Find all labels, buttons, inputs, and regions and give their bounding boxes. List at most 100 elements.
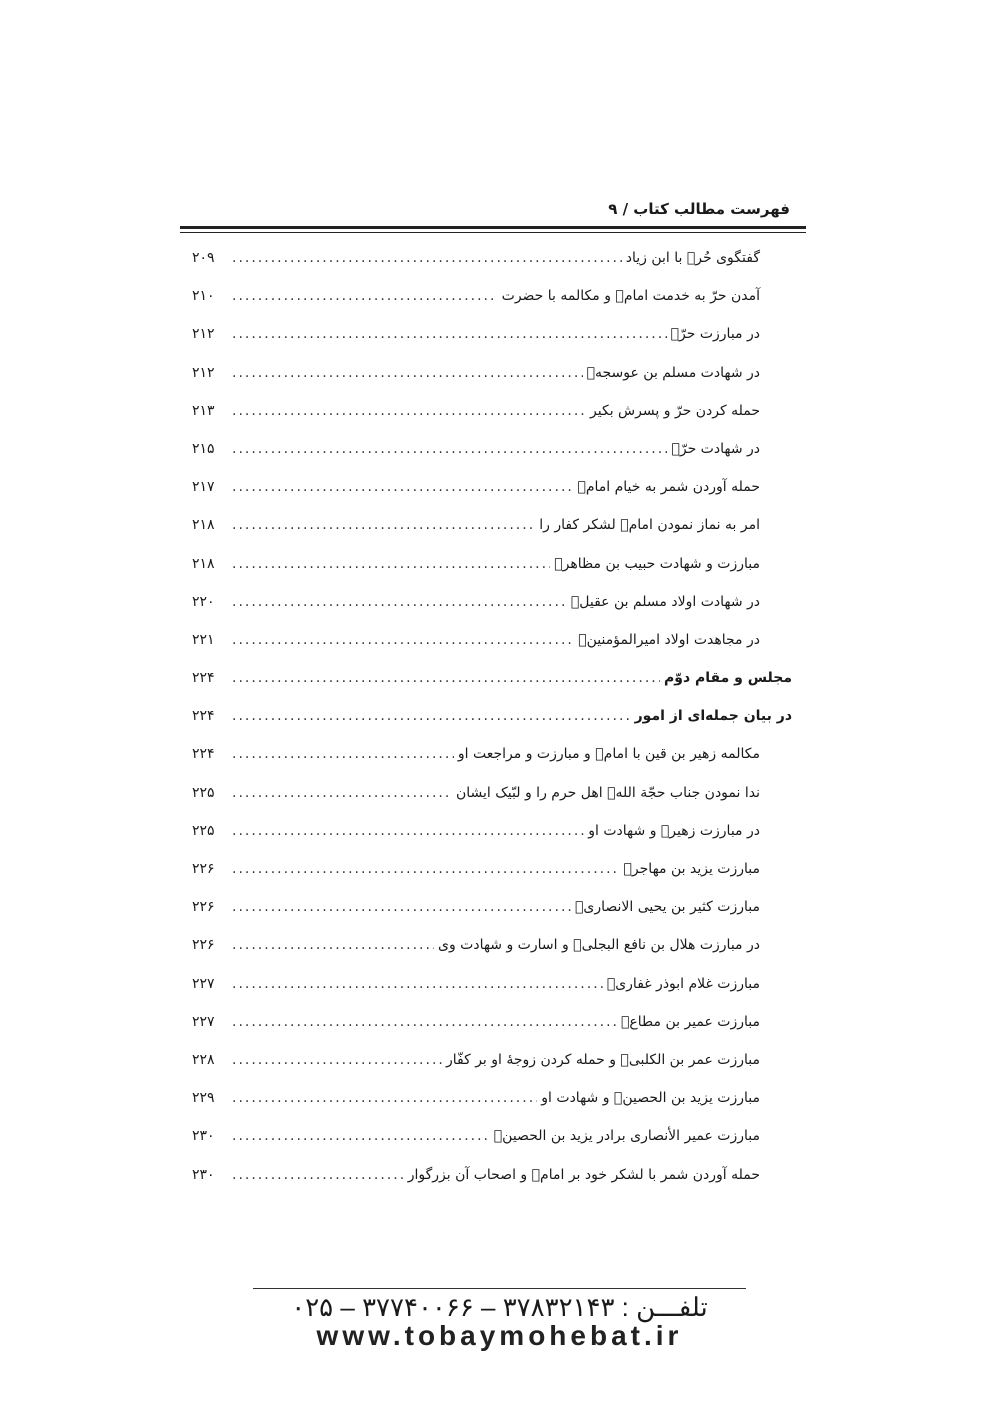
- dot-leader: [232, 976, 603, 992]
- toc-page-number: ۲۲۴: [192, 746, 215, 763]
- toc-entry: در مبارزت زهیرؑ و شهادت او ۲۲۵: [192, 823, 792, 861]
- toc-entry-title: آمدن حرّ به خدمت امامؑ و مکالمه با حضرت: [501, 288, 760, 305]
- toc-entry: ندا نمودن جناب حجّة اللهؑ اهل حرم را و ل…: [192, 785, 792, 823]
- toc-entry-title: در شهادت حرّؑ: [671, 440, 760, 457]
- toc-entry: مبارزت عمر بن الکلبیؑ و حمله کردن زوجهٔ …: [192, 1052, 792, 1090]
- toc-section-heading: در بیان جمله‌ای از امور ۲۲۴: [192, 708, 792, 746]
- toc-page-number: ۲۱۰: [192, 288, 215, 305]
- toc-page-number: ۲۱۸: [192, 517, 215, 534]
- toc-entry: در مبارزت حرّؑ ۲۱۲: [192, 326, 792, 364]
- toc-entry: گفتگوی حُرؑ با ابن زیاد ۲۰۹: [192, 250, 792, 288]
- toc-entry: مبارزت غلام ابوذر غفاریؑ ۲۲۷: [192, 976, 792, 1014]
- toc-entry-title: در شهادت اولاد مسلم بن عقیلؑ: [570, 593, 760, 610]
- dot-leader: [232, 937, 434, 953]
- toc-entry: مبارزت عمیر بن مطاعؑ ۲۲۷: [192, 1014, 792, 1052]
- toc-page-number: ۲۲۶: [192, 861, 215, 877]
- toc-page-number: ۲۱۷: [192, 479, 215, 496]
- dot-leader: [232, 250, 622, 266]
- toc-entry: مبارزت یزید بن الحصینؑ و شهادت او ۲۲۹: [192, 1090, 792, 1128]
- dot-leader: [232, 861, 620, 877]
- dot-leader: [232, 632, 574, 648]
- toc-page-number: ۲۲۶: [192, 937, 215, 954]
- toc-section-heading: مجلس و مقام دوّم ۲۲۴: [192, 670, 792, 708]
- toc-entry-title: مکالمه زهیر بن قین با امامؑ و مبارزت و م…: [457, 746, 760, 763]
- toc-entry-title: در بیان جمله‌ای از امور: [634, 708, 792, 725]
- toc-entry-title: گفتگوی حُرؑ با ابن زیاد: [625, 250, 760, 266]
- toc-page-number: ۲۲۷: [192, 975, 215, 992]
- toc-page-number: ۲۱۸: [192, 555, 215, 572]
- toc-entry-title: مبارزت و شهادت حبیب بن مظاهرؑ: [554, 555, 760, 572]
- dot-leader: [232, 899, 571, 915]
- toc-entry-title: ندا نمودن جناب حجّة اللهؑ اهل حرم را و ل…: [456, 784, 760, 801]
- toc-entry-title: در مبارزت حرّؑ: [670, 326, 760, 343]
- toc-entry-title: مبارزت کثیر بن یحیی الانصاریؑ: [574, 899, 760, 916]
- toc-page-number: ۲۱۲: [192, 326, 215, 343]
- toc-entry: مبارزت و شهادت حبیب بن مظاهرؑ ۲۱۸: [192, 556, 792, 594]
- dot-leader: [232, 441, 667, 457]
- toc-page-number: ۲۲۴: [192, 670, 215, 687]
- toc-entry: حمله آوردن شمر با لشکر خود بر امامؑ و اص…: [192, 1167, 792, 1205]
- toc-page-number: ۲۰۹: [192, 250, 215, 266]
- toc-entry-title: مبارزت عمیر بن مطاعؑ: [621, 1013, 760, 1030]
- toc-entry-title: در مجاهدت اولاد امیرالمؤمنینؑ: [578, 631, 760, 648]
- dot-leader: [232, 670, 660, 686]
- footer-divider: [253, 1288, 746, 1289]
- toc-entry: در مجاهدت اولاد امیرالمؤمنینؑ ۲۲۱: [192, 632, 792, 670]
- toc-entry-title: حمله آوردن شمر با لشکر خود بر امامؑ و اص…: [407, 1166, 760, 1183]
- toc-entry-title: در مبارزت زهیرؑ و شهادت او: [588, 822, 760, 839]
- toc-page-number: ۲۲۰: [192, 593, 215, 610]
- toc-entry: آمدن حرّ به خدمت امامؑ و مکالمه با حضرت ۲…: [192, 288, 792, 326]
- toc-entry: حمله آوردن شمر به خیام امامؑ ۲۱۷: [192, 479, 792, 517]
- toc-entry-title: حمله کردن حرّ و پسرش بکیر: [590, 402, 760, 419]
- toc-entry-title: مبارزت عمیر الأنصاری برادر یزید بن الحصی…: [493, 1128, 760, 1145]
- dot-leader: [232, 708, 631, 724]
- dot-leader: [232, 403, 586, 419]
- dot-leader: [232, 326, 667, 342]
- running-header: فهرست مطالب کتاب / ۹: [608, 200, 790, 218]
- toc-page-number: ۲۲۹: [192, 1090, 215, 1107]
- dot-leader: [232, 1090, 537, 1106]
- dot-leader: [232, 823, 584, 839]
- dot-leader: [232, 479, 573, 495]
- toc-entry: مبارزت کثیر بن یحیی الانصاریؑ ۲۲۶: [192, 899, 792, 937]
- toc-entry-title: در شهادت مسلم بن عوسجهؑ: [586, 364, 760, 381]
- dot-leader: [232, 288, 498, 304]
- dot-leader: [232, 517, 535, 533]
- toc-entry: مبارزت یزید بن مهاجرؑ ۲۲۶: [192, 861, 792, 899]
- toc-page-number: ۲۲۷: [192, 1013, 215, 1030]
- dot-leader: [232, 746, 454, 762]
- header-double-rule: [180, 226, 806, 233]
- toc-entry-title: مجلس و مقام دوّم: [664, 670, 792, 687]
- toc-page-number: ۲۲۱: [192, 631, 215, 648]
- dot-leader: [232, 556, 550, 572]
- dot-leader: [232, 1167, 404, 1183]
- toc-entry-title: مبارزت عمر بن الکلبیؑ و حمله کردن زوجهٔ …: [445, 1051, 760, 1068]
- dot-leader: [232, 1014, 617, 1030]
- toc-entry-title: حمله آوردن شمر به خیام امامؑ: [577, 479, 760, 496]
- footer-website: www.tobaymohebat.ir: [316, 1320, 683, 1351]
- toc-entry: در شهادت اولاد مسلم بن عقیلؑ ۲۲۰: [192, 594, 792, 632]
- dot-leader: [232, 785, 452, 801]
- toc-page-number: ۲۳۰: [192, 1128, 215, 1145]
- toc-entry: در شهادت مسلم بن عوسجهؑ ۲۱۲: [192, 365, 792, 403]
- toc-entry: در شهادت حرّؑ ۲۱۵: [192, 441, 792, 479]
- toc-entry: حمله کردن حرّ و پسرش بکیر ۲۱۳: [192, 403, 792, 441]
- toc-page-number: ۲۲۵: [192, 822, 215, 839]
- toc-entry-title: در مبارزت هلال بن نافع البجلیؑ و اسارت و…: [437, 937, 760, 954]
- toc-entry: در مبارزت هلال بن نافع البجلیؑ و اسارت و…: [192, 937, 792, 975]
- toc-entry: امر به نماز نمودن امامؑ لشکر کفار را ۲۱۸: [192, 517, 792, 555]
- toc-page-number: ۲۱۲: [192, 364, 215, 381]
- toc-page-number: ۲۲۸: [192, 1051, 215, 1068]
- toc-page-number: ۲۲۴: [192, 708, 215, 725]
- toc-entry-title: مبارزت یزید بن مهاجرؑ: [623, 861, 760, 877]
- toc-entry: مبارزت عمیر الأنصاری برادر یزید بن الحصی…: [192, 1128, 792, 1166]
- dot-leader: [232, 1128, 490, 1144]
- table-of-contents: گفتگوی حُرؑ با ابن زیاد ۲۰۹ آمدن حرّ به خد…: [192, 250, 792, 1205]
- toc-page-number: ۲۳۰: [192, 1166, 215, 1183]
- toc-page-number: ۲۲۵: [192, 784, 215, 801]
- toc-entry-title: مبارزت یزید بن الحصینؑ و شهادت او: [541, 1090, 760, 1107]
- toc-page-number: ۲۱۵: [192, 440, 215, 457]
- footer-phone: تلفـــن : ۳۷۸۳۲۱۴۳ – ۳۷۷۴۰۰۶۶ – ۰۲۵: [291, 1292, 708, 1322]
- toc-page-number: ۲۲۶: [192, 899, 215, 916]
- dot-leader: [232, 594, 567, 610]
